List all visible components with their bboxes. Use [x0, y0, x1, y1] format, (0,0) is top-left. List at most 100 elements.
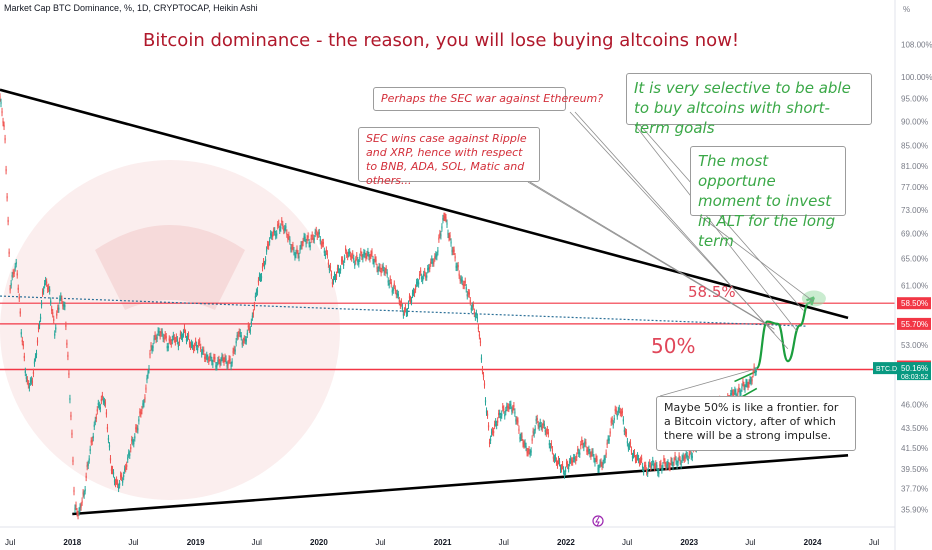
candle [203, 349, 205, 352]
candle [580, 444, 582, 447]
leader-line-2 [529, 181, 770, 326]
candle [183, 327, 186, 330]
candle [373, 262, 375, 265]
candle [685, 453, 687, 456]
candle [360, 251, 362, 254]
candle [540, 425, 542, 428]
candle [594, 461, 596, 464]
candle [635, 457, 638, 460]
candle [480, 357, 483, 360]
candle [469, 300, 471, 303]
y-tick-label: 39.50% [901, 465, 928, 474]
candle [567, 463, 569, 466]
x-tick-label: 2023 [680, 538, 698, 547]
candle [271, 234, 273, 237]
candle [652, 460, 654, 463]
annotation-frontier[interactable]: Maybe 50% is like a frontier. for a Bitc… [656, 396, 856, 451]
candle [459, 278, 461, 281]
candle [408, 296, 411, 299]
candle [320, 243, 322, 246]
candle [93, 424, 95, 427]
candle [247, 325, 249, 328]
candle [447, 232, 449, 235]
candle [473, 311, 475, 314]
candle [62, 304, 64, 307]
candle [609, 431, 611, 434]
candle [595, 456, 597, 459]
candle [374, 257, 376, 260]
candle [184, 332, 187, 335]
candle [99, 406, 101, 410]
candle [275, 234, 277, 237]
candle [4, 138, 6, 141]
candle [94, 419, 96, 423]
candle [740, 392, 742, 395]
candle [269, 240, 271, 243]
label-50: 50% [651, 334, 695, 358]
candle [138, 419, 140, 422]
x-tick-label: Jul [375, 538, 385, 547]
candle [313, 238, 315, 241]
candle [255, 291, 258, 294]
candle [233, 348, 235, 351]
candle [126, 464, 128, 467]
candle [105, 412, 108, 415]
candle [453, 249, 455, 252]
candle [47, 287, 49, 290]
candle [647, 471, 649, 474]
candle [243, 338, 245, 341]
candle [197, 348, 199, 351]
candle [372, 259, 374, 262]
candle [10, 283, 12, 286]
candle [128, 452, 130, 455]
candle [572, 460, 574, 463]
candle [464, 280, 466, 283]
candle [272, 234, 274, 237]
candle [731, 390, 733, 393]
candle [0, 101, 2, 104]
candle [265, 249, 268, 252]
candle [414, 287, 417, 290]
candle [388, 283, 390, 286]
candle [583, 445, 585, 448]
candle [733, 392, 735, 395]
candle [321, 242, 323, 245]
candle [668, 465, 670, 468]
candle [123, 474, 125, 478]
annotation-sec-ethereum[interactable]: Perhaps the SEC war against Ethereum? [373, 87, 603, 111]
candle [29, 380, 32, 383]
y-tick-label: 46.00% [901, 401, 928, 410]
candle [384, 270, 386, 273]
annotation-sec-ripple[interactable]: SEC wins case against Ripple and XRP, he… [358, 127, 540, 187]
candle [317, 232, 319, 235]
candle [242, 340, 244, 343]
candle [209, 356, 211, 359]
candle [59, 298, 61, 301]
candle [2, 120, 4, 124]
candle [217, 360, 219, 363]
candle [280, 226, 282, 229]
candle [653, 463, 655, 467]
candle [175, 336, 177, 339]
candle [152, 346, 154, 349]
candle [460, 278, 462, 281]
candle [383, 270, 385, 273]
candle [688, 453, 690, 456]
candle [299, 248, 301, 251]
candle [310, 237, 312, 240]
candle [375, 259, 377, 262]
candle [663, 458, 665, 461]
projection-path [755, 296, 815, 370]
candle [555, 460, 558, 463]
candle [81, 500, 83, 503]
candle [124, 468, 126, 471]
candle [258, 275, 261, 278]
candle [456, 265, 458, 268]
candle [587, 450, 589, 453]
candle [301, 244, 303, 247]
annotation-selective[interactable]: It is very selective to be able to buy a… [626, 73, 872, 137]
candle [234, 349, 236, 352]
annotation-opportune[interactable]: The most opportune moment to invest in A… [690, 146, 846, 250]
candle [552, 456, 555, 459]
lower-trendline [72, 453, 849, 516]
